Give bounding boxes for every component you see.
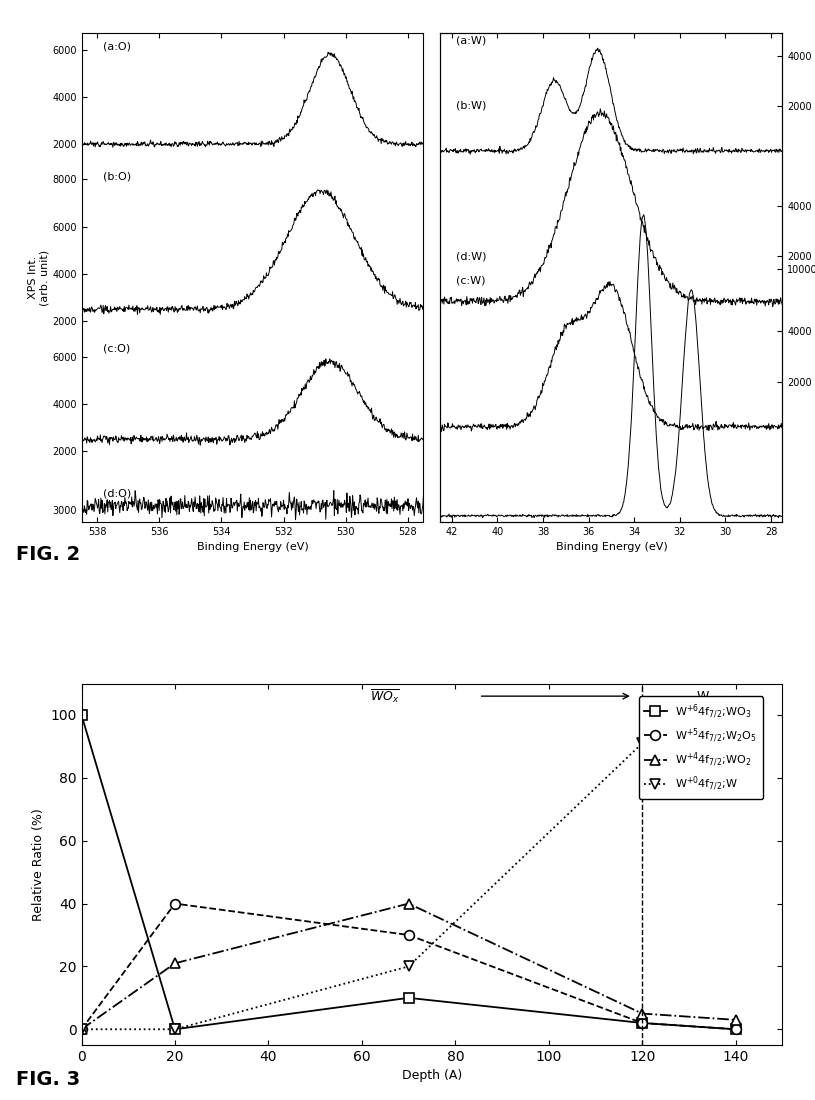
W$^{+6}$4f$_{7/2}$;WO$_3$ [403, 991, 413, 1004]
Text: (c:O): (c:O) [104, 344, 130, 354]
W$^{+0}$4f$_{7/2}$;W [637, 737, 647, 750]
W$^{+6}$4f$_{7/2}$;WO$_3$ [731, 1023, 741, 1036]
X-axis label: Depth (A): Depth (A) [402, 1069, 462, 1082]
Line: W$^{+4}$4f$_{7/2}$;WO$_2$: W$^{+4}$4f$_{7/2}$;WO$_2$ [77, 899, 741, 1034]
Text: (b:O): (b:O) [104, 172, 131, 182]
W$^{+5}$4f$_{7/2}$;W$_2$O$_5$ [403, 928, 413, 942]
W$^{+5}$4f$_{7/2}$;W$_2$O$_5$ [637, 1016, 647, 1030]
Text: FIG. 3: FIG. 3 [16, 1070, 81, 1089]
W$^{+0}$4f$_{7/2}$;W [77, 1023, 86, 1036]
W$^{+4}$4f$_{7/2}$;WO$_2$ [403, 896, 413, 910]
W$^{+4}$4f$_{7/2}$;WO$_2$ [77, 1023, 86, 1036]
W$^{+0}$4f$_{7/2}$;W [170, 1023, 180, 1036]
W$^{+6}$4f$_{7/2}$;WO$_3$ [637, 1016, 647, 1030]
Text: (b:W): (b:W) [456, 100, 487, 110]
Text: W: W [697, 690, 709, 703]
Line: W$^{+6}$4f$_{7/2}$;WO$_3$: W$^{+6}$4f$_{7/2}$;WO$_3$ [77, 711, 741, 1034]
W$^{+0}$4f$_{7/2}$;W [731, 724, 741, 737]
W$^{+5}$4f$_{7/2}$;W$_2$O$_5$ [731, 1023, 741, 1036]
W$^{+6}$4f$_{7/2}$;WO$_3$ [170, 1023, 180, 1036]
Legend: W$^{+6}$4f$_{7/2}$;WO$_3$, W$^{+5}$4f$_{7/2}$;W$_2$O$_5$, W$^{+4}$4f$_{7/2}$;WO$: W$^{+6}$4f$_{7/2}$;WO$_3$, W$^{+5}$4f$_{… [639, 696, 763, 799]
X-axis label: Binding Energy (eV): Binding Energy (eV) [196, 542, 308, 552]
Line: W$^{+0}$4f$_{7/2}$;W: W$^{+0}$4f$_{7/2}$;W [77, 726, 741, 1034]
Text: (a:O): (a:O) [104, 42, 131, 52]
X-axis label: Binding Energy (eV): Binding Energy (eV) [556, 542, 667, 552]
W$^{+4}$4f$_{7/2}$;WO$_2$ [731, 1013, 741, 1026]
Text: FIG. 2: FIG. 2 [16, 544, 81, 563]
Text: (d:W): (d:W) [456, 252, 487, 262]
Y-axis label: XPS Int.
(arb. unit): XPS Int. (arb. unit) [28, 250, 49, 306]
W$^{+0}$4f$_{7/2}$;W [403, 960, 413, 974]
W$^{+4}$4f$_{7/2}$;WO$_2$ [170, 957, 180, 970]
Y-axis label: Relative Ratio (%): Relative Ratio (%) [32, 807, 45, 921]
Text: $\overline{WO_x}$: $\overline{WO_x}$ [369, 688, 399, 705]
W$^{+6}$4f$_{7/2}$;WO$_3$ [77, 708, 86, 722]
W$^{+5}$4f$_{7/2}$;W$_2$O$_5$ [170, 896, 180, 910]
Text: (c:W): (c:W) [456, 276, 486, 286]
W$^{+4}$4f$_{7/2}$;WO$_2$ [637, 1006, 647, 1020]
Text: (d:O): (d:O) [104, 488, 131, 498]
W$^{+5}$4f$_{7/2}$;W$_2$O$_5$ [77, 1023, 86, 1036]
Line: W$^{+5}$4f$_{7/2}$;W$_2$O$_5$: W$^{+5}$4f$_{7/2}$;W$_2$O$_5$ [77, 899, 741, 1034]
Text: (a:W): (a:W) [456, 35, 487, 45]
